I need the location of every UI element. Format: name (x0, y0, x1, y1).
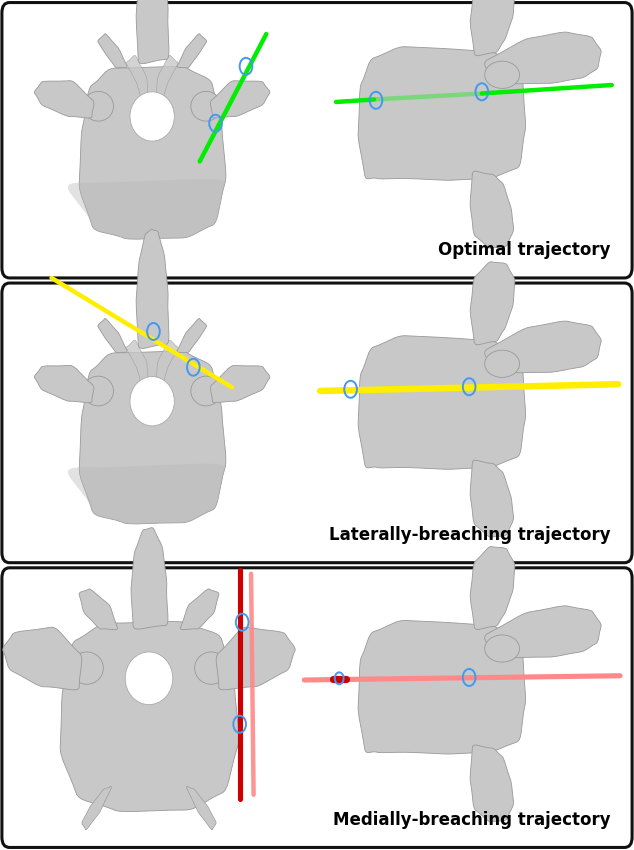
PathPatch shape (79, 66, 226, 239)
PathPatch shape (82, 786, 112, 830)
PathPatch shape (68, 464, 225, 524)
PathPatch shape (34, 81, 94, 118)
PathPatch shape (181, 589, 219, 630)
PathPatch shape (470, 262, 515, 345)
PathPatch shape (485, 32, 601, 84)
Ellipse shape (125, 652, 172, 705)
PathPatch shape (470, 0, 515, 56)
PathPatch shape (358, 620, 526, 754)
PathPatch shape (68, 179, 225, 239)
Text: Optimal trajectory: Optimal trajectory (438, 241, 611, 259)
FancyBboxPatch shape (2, 568, 632, 847)
Ellipse shape (83, 376, 113, 405)
PathPatch shape (79, 589, 117, 630)
Ellipse shape (484, 350, 519, 377)
PathPatch shape (79, 351, 226, 524)
PathPatch shape (98, 319, 127, 353)
PathPatch shape (155, 340, 178, 404)
PathPatch shape (3, 627, 82, 690)
PathPatch shape (210, 366, 270, 403)
PathPatch shape (470, 547, 515, 630)
Ellipse shape (191, 92, 221, 122)
Ellipse shape (130, 377, 174, 426)
PathPatch shape (485, 606, 601, 658)
PathPatch shape (470, 745, 514, 822)
FancyBboxPatch shape (2, 283, 632, 563)
Ellipse shape (83, 92, 113, 122)
Ellipse shape (484, 635, 519, 662)
PathPatch shape (98, 34, 127, 68)
Ellipse shape (195, 652, 228, 684)
Ellipse shape (130, 92, 174, 141)
PathPatch shape (358, 47, 526, 180)
PathPatch shape (155, 55, 178, 119)
PathPatch shape (126, 55, 149, 119)
Ellipse shape (484, 61, 519, 88)
PathPatch shape (177, 319, 207, 353)
PathPatch shape (470, 171, 514, 248)
Text: Laterally-breaching trajectory: Laterally-breaching trajectory (329, 526, 611, 544)
PathPatch shape (136, 0, 169, 64)
PathPatch shape (485, 321, 601, 373)
Ellipse shape (191, 376, 221, 405)
PathPatch shape (470, 460, 514, 537)
Ellipse shape (70, 652, 103, 684)
PathPatch shape (216, 627, 295, 690)
Text: Medially-breaching trajectory: Medially-breaching trajectory (333, 811, 611, 829)
PathPatch shape (210, 81, 270, 118)
PathPatch shape (131, 528, 168, 629)
FancyBboxPatch shape (2, 3, 632, 278)
PathPatch shape (358, 336, 526, 469)
PathPatch shape (136, 230, 169, 348)
PathPatch shape (177, 34, 207, 68)
PathPatch shape (34, 366, 94, 403)
PathPatch shape (126, 340, 149, 404)
PathPatch shape (60, 621, 239, 812)
PathPatch shape (186, 786, 216, 830)
